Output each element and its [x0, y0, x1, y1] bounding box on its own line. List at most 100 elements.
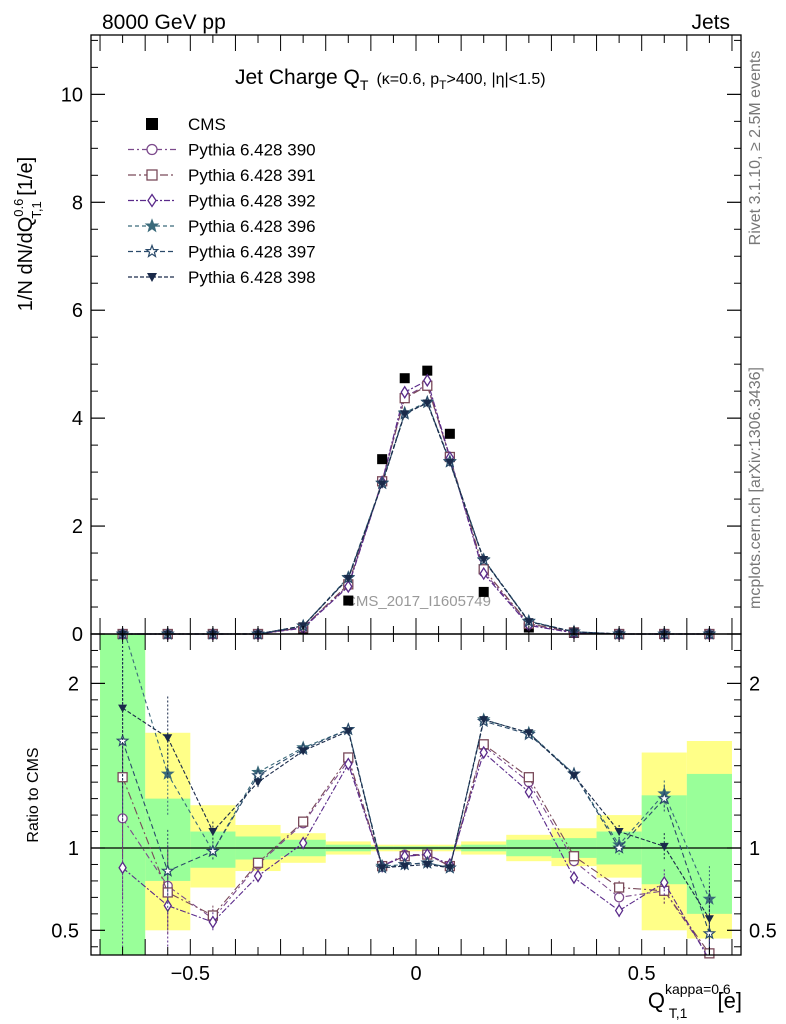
- ratio-data-point: [659, 842, 669, 851]
- legend-marker: [144, 243, 160, 258]
- ratio-data-point: [117, 772, 128, 783]
- ratio-data-point: [613, 882, 625, 893]
- ratio-data-point: [400, 862, 410, 871]
- legend-label: Pythia 6.428 397: [188, 243, 316, 262]
- legend-label: Pythia 6.428 396: [188, 217, 316, 236]
- ratio-data-point: [569, 772, 579, 781]
- header-energy-label: 8000 GeV pp: [102, 11, 226, 34]
- main-data-point: [344, 579, 353, 594]
- header-jets-label: Jets: [691, 11, 730, 34]
- ratio-data-point: [208, 828, 218, 837]
- ratio-data-point: [344, 757, 353, 771]
- ratio-data-point: [422, 860, 432, 869]
- ratio-data-point: [253, 869, 263, 883]
- main-y-tick-label: 0: [72, 624, 83, 646]
- ratio-data-point: [445, 864, 455, 873]
- main-data-point: [377, 480, 387, 489]
- main-y-tick-label: 6: [72, 300, 83, 322]
- ratio-data-point: [252, 857, 264, 868]
- legend-label: CMS: [188, 115, 226, 134]
- ratio-data-point: [298, 816, 309, 827]
- ratio-y-tick-label-right: 1: [749, 838, 760, 860]
- x-tick-label: 0.5: [628, 963, 656, 985]
- main-y-tick-label: 10: [61, 84, 83, 106]
- axes-frames: 0 2 4 6 8 10 −0.5 0 0.5 0.5 0.5 1 1 2 2: [51, 34, 777, 985]
- legend-marker: [146, 169, 158, 181]
- ratio-data-point: [524, 729, 534, 738]
- ratio-data-point: [298, 836, 308, 850]
- ratio-data-point: [118, 861, 127, 875]
- legend-marker: [144, 218, 160, 233]
- ratio-data-point: [479, 745, 488, 760]
- rivet-version-label: Rivet 3.1.10, ≥ 2.5M events: [747, 51, 764, 246]
- analysis-watermark: CMS_2017_I1605749: [345, 593, 491, 610]
- ratio-data-point: [569, 870, 579, 885]
- main-data-point: [479, 556, 489, 565]
- main-data-point: [422, 399, 432, 408]
- ratio-y-tick-label-right: 0.5: [749, 920, 777, 942]
- main-data-point: [524, 618, 534, 627]
- ratio-series-line: [122, 720, 710, 934]
- main-data-point: [399, 373, 410, 384]
- ratio-data-point: [118, 704, 128, 713]
- main-y-tick-label: 4: [72, 408, 83, 430]
- main-data-point: [400, 410, 410, 419]
- legend-label: Pythia 6.428 392: [188, 192, 316, 211]
- main-ylabel: 1/N dN/dQ0.6 T,1 [1/e]: [11, 157, 44, 311]
- ratio-y-tick-label: 1: [68, 838, 79, 860]
- ratio-data-point: [614, 828, 624, 837]
- ratio-series-line: [122, 744, 709, 955]
- legend-label: Pythia 6.428 390: [188, 141, 316, 160]
- ratio-y-tick-label: 0.5: [51, 920, 79, 942]
- main-data-point: [377, 454, 388, 465]
- ratio-data-point: [614, 903, 624, 918]
- legend-label: Pythia 6.428 398: [188, 268, 316, 287]
- ratio-series-line: [122, 707, 710, 920]
- ratio-data-point: [523, 772, 534, 783]
- main-y-tick-label: 8: [72, 192, 83, 214]
- legend-marker: [146, 143, 158, 156]
- mcplots-label: mcplots.cern.ch [arXiv:1306.3436]: [747, 367, 764, 609]
- main-data-point: [423, 373, 432, 388]
- legend: CMS Pythia 6.428 390 Pythia 6.428 391 Pythi…: [128, 115, 316, 287]
- legend-marker: [147, 193, 157, 208]
- ratio-data-point: [208, 915, 218, 929]
- ratio-data-point: [298, 747, 308, 756]
- ratio-data-point: [612, 840, 627, 854]
- x-tick-label: −0.5: [171, 963, 210, 985]
- ratio-ylabel: Ratio to CMS: [25, 747, 42, 842]
- main-data-point: [422, 365, 433, 376]
- main-data-point: [478, 586, 489, 597]
- main-data-point: [444, 428, 455, 439]
- ratio-data-point: [163, 734, 173, 743]
- ratio-data-point: [253, 778, 263, 787]
- ratio-data-point: [479, 716, 489, 725]
- ratio-y-tick-label-right: 2: [749, 673, 760, 695]
- ratio-data-point: [524, 785, 534, 799]
- legend-marker: [147, 273, 157, 282]
- legend-label: Pythia 6.428 391: [188, 166, 316, 185]
- ratio-data-point: [704, 915, 714, 924]
- main-data-point: [343, 595, 354, 606]
- ratio-data-point: [702, 926, 717, 940]
- main-data-point: [479, 566, 488, 581]
- plot-title: Jet Charge QT (κ=0.6, pT>400, |η|<1.5): [235, 66, 546, 93]
- legend-marker: [146, 118, 158, 130]
- main-data-point: [445, 458, 455, 467]
- main-y-tick-label: 2: [72, 516, 83, 538]
- main-data-point: [343, 574, 353, 583]
- ratio-plot-marks: [91, 634, 741, 959]
- ratio-data-point: [568, 851, 580, 862]
- ratio-data-point: [343, 727, 353, 736]
- x-tick-label: 0: [410, 963, 421, 985]
- ratio-data-point: [377, 864, 387, 873]
- ratio-series-line: [122, 751, 708, 955]
- ratio-data-point: [657, 791, 672, 805]
- ratio-data-point: [160, 863, 175, 877]
- ratio-data-point: [205, 844, 220, 858]
- ratio-y-tick-label: 2: [68, 673, 79, 695]
- ratio-data-point: [659, 875, 669, 890]
- main-data-point: [400, 385, 409, 399]
- ratio-data-point: [613, 892, 625, 903]
